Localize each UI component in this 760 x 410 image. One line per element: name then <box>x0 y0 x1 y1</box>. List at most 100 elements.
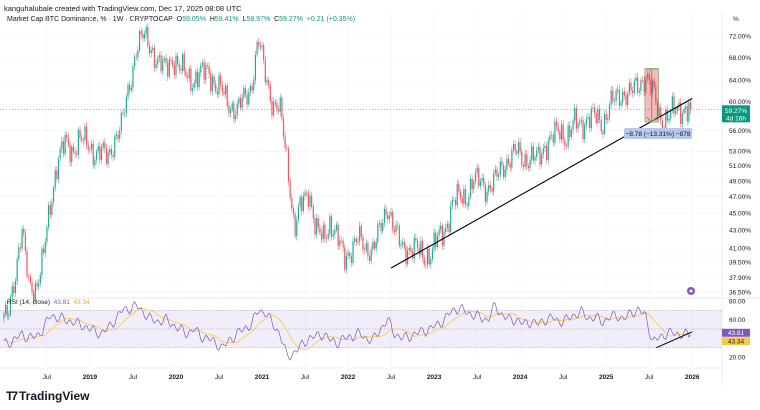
candle-body <box>208 65 210 74</box>
candle-body <box>385 208 387 215</box>
candle-body <box>597 109 599 123</box>
candle-body <box>428 248 430 265</box>
candle-body <box>504 169 506 177</box>
time-tick: Jul <box>301 374 310 381</box>
close-value: 59.27% <box>279 16 303 23</box>
candle-body <box>347 252 349 256</box>
time-tick: 2026 <box>685 374 700 381</box>
rsi-title[interactable]: RSI (14, close) <box>7 299 50 306</box>
candle-body <box>100 147 103 161</box>
candle-body <box>536 150 538 158</box>
candle-body <box>238 98 240 104</box>
price-tick: 43.00% <box>729 228 751 235</box>
tradingview-logo-icon: T7 <box>6 389 18 403</box>
candle-body <box>587 117 589 119</box>
candle-body <box>423 257 425 265</box>
candle-body <box>595 113 597 123</box>
candle-body <box>605 114 607 120</box>
candle-body <box>577 123 579 129</box>
brand-name: TradingView <box>19 389 90 403</box>
candle-body <box>301 197 303 211</box>
rsi-trendline[interactable] <box>656 331 693 349</box>
rsi-tick: 60.00 <box>729 317 746 324</box>
candle-body <box>185 71 187 77</box>
candle-body <box>31 282 33 293</box>
candle-body <box>410 247 412 252</box>
candle-body <box>143 33 146 39</box>
candle-body <box>105 148 108 164</box>
candle-body <box>585 118 587 125</box>
candle-body <box>152 47 154 51</box>
candle-body <box>446 223 448 228</box>
candle-body <box>589 117 591 129</box>
candle-body <box>635 77 637 81</box>
rsi-tick: 80.00 <box>729 298 746 305</box>
candle-body <box>289 181 291 198</box>
candle-body <box>440 225 442 230</box>
trendline[interactable] <box>390 97 693 269</box>
candle-body <box>223 92 225 95</box>
candle-body <box>233 103 235 120</box>
candle-body <box>618 89 621 106</box>
candle-body <box>243 88 245 98</box>
candle-body <box>4 304 7 314</box>
candle-body <box>473 181 475 190</box>
candle-body <box>650 80 652 94</box>
candle-body <box>327 233 329 239</box>
candle-body <box>71 146 73 163</box>
candle-body <box>537 146 539 151</box>
candle-body <box>269 85 271 102</box>
candle-body <box>296 220 298 237</box>
candle-body <box>491 188 493 192</box>
candle-body <box>506 158 508 170</box>
candle-body <box>501 161 503 166</box>
candle-body <box>416 240 419 248</box>
time-tick: Jul <box>473 374 482 381</box>
candle-body <box>640 80 642 91</box>
candle-body <box>190 68 192 91</box>
candle-body <box>59 148 61 159</box>
candle-body <box>211 76 213 92</box>
candle-body <box>685 106 687 110</box>
candle-body <box>102 142 104 148</box>
candle-body <box>529 159 531 169</box>
candle-body <box>383 208 386 223</box>
candle-body <box>562 124 564 141</box>
measure-label-box <box>624 128 692 139</box>
candle-body <box>52 187 55 203</box>
candle-body <box>256 42 258 55</box>
candle-body <box>453 200 455 201</box>
candle-body <box>9 296 12 315</box>
candle-body <box>163 58 165 60</box>
candle-body <box>579 121 581 124</box>
candle-body <box>8 314 10 317</box>
high-value: 59.41% <box>214 16 239 23</box>
candle-body <box>43 248 45 253</box>
candle-body <box>234 114 237 120</box>
candle-body <box>365 242 367 251</box>
candle-body <box>521 151 523 165</box>
candle-body <box>330 216 333 237</box>
candle-body <box>34 283 36 301</box>
candle-body <box>686 106 688 122</box>
candle-body <box>284 136 286 149</box>
candle-body <box>97 146 99 152</box>
candle-body <box>304 192 306 196</box>
candle-body <box>555 121 558 127</box>
tradingview-logo[interactable]: T7 TradingView <box>6 389 89 403</box>
candle-body <box>177 55 179 65</box>
candle-body <box>206 65 209 66</box>
price-unit-label[interactable]: % <box>733 16 739 23</box>
candle-body <box>516 151 518 154</box>
candle-body <box>421 240 424 258</box>
candle-body <box>107 152 109 164</box>
candle-body <box>23 228 25 234</box>
candle-body <box>191 88 194 91</box>
candle-body <box>160 55 162 72</box>
high-label: H <box>209 16 215 23</box>
candle-body <box>249 85 252 93</box>
candle-body <box>196 71 199 88</box>
candle-body <box>481 178 483 182</box>
candle-body <box>502 165 505 177</box>
